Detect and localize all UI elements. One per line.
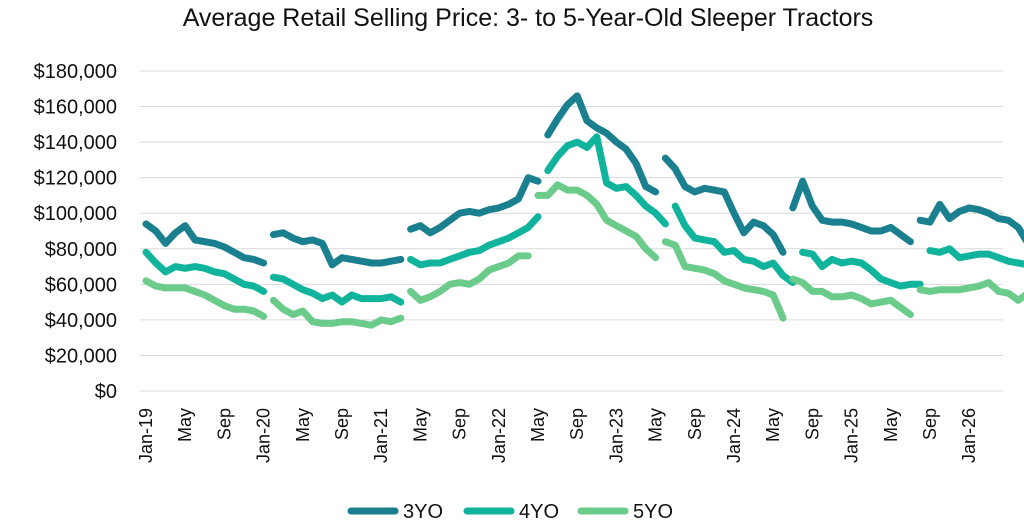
series-line-5YO [269, 296, 405, 329]
x-tick-label: May [763, 408, 783, 442]
legend-item-5YO: 5YO [577, 501, 673, 523]
series-line-4YO [926, 245, 1024, 268]
x-tick-label: Jan-25 [842, 408, 862, 463]
series-line-5YO [142, 277, 268, 320]
x-tick-label: Jan-19 [136, 408, 156, 463]
series-line-5YO [407, 252, 532, 304]
y-axis: $0 $20,000 $40,000 $60,000 $80,000 $100,000 $1… [34, 61, 117, 403]
x-tick-label: Jan-26 [959, 408, 979, 463]
series-line-3YO [142, 220, 268, 267]
series-line-4YO [142, 248, 268, 295]
legend: 3YO 4YO 5YO [347, 501, 673, 523]
series-line-3YO [269, 229, 405, 269]
series-4YO [142, 133, 1024, 306]
x-tick-label: May [293, 408, 313, 442]
x-tick-label: Jan-22 [489, 408, 509, 463]
series-line-5YO [916, 279, 1024, 304]
y-tick-label: $100,000 [34, 203, 117, 225]
series-line-4YO [799, 248, 924, 290]
series-line-4YO [269, 273, 405, 306]
series-line-3YO [544, 92, 660, 196]
legend-item-4YO: 4YO [463, 501, 559, 523]
legend-item-3YO: 3YO [347, 501, 443, 523]
y-tick-label: $80,000 [45, 239, 117, 261]
x-tick-label: Sep [214, 408, 234, 440]
legend-label: 4YO [519, 501, 559, 523]
x-tick-label: Jan-20 [254, 408, 274, 463]
y-tick-label: $120,000 [34, 168, 117, 190]
x-tick-label: Sep [685, 408, 705, 440]
chart-title: Average Retail Selling Price: 3- to 5-Ye… [183, 4, 874, 32]
y-tick-label: $40,000 [45, 310, 117, 332]
x-tick-label: Sep [567, 408, 587, 440]
x-tick-label: May [175, 408, 195, 442]
series-line-5YO [661, 238, 787, 322]
series-line-3YO [407, 174, 542, 237]
series-line-4YO [671, 202, 797, 287]
x-tick-label: Jan-24 [724, 408, 744, 463]
y-tick-label: $20,000 [45, 345, 117, 367]
x-tick-label: Sep [802, 408, 822, 440]
series-line-4YO [544, 133, 669, 228]
series-3YO [142, 92, 1024, 269]
x-tick-label: Jan-21 [371, 408, 391, 463]
x-tick-label: Sep [920, 408, 940, 440]
series-line-5YO [789, 275, 914, 319]
series-line-4YO [407, 213, 542, 269]
series-line-3YO [916, 200, 1024, 244]
legend-label: 5YO [633, 501, 673, 523]
gridlines [140, 70, 1003, 392]
x-axis: Jan-19 May Sep Jan-20 May Sep Jan-21 May Sep Jan-… [136, 408, 979, 463]
x-tick-label: Sep [332, 408, 352, 440]
y-tick-label: $60,000 [45, 274, 117, 296]
x-tick-label: May [410, 408, 430, 442]
legend-label: 3YO [403, 501, 443, 523]
series-5YO [142, 181, 1024, 329]
y-tick-label: $180,000 [34, 61, 117, 83]
series-lines [142, 92, 1024, 329]
y-tick-label: $160,000 [34, 97, 117, 119]
y-tick-label: $0 [95, 381, 117, 403]
series-line-5YO [534, 181, 660, 262]
y-tick-label: $140,000 [34, 132, 117, 154]
x-tick-label: May [881, 408, 901, 442]
series-line-3YO [661, 154, 787, 256]
x-tick-label: May [528, 408, 548, 442]
x-tick-label: Jan-23 [606, 408, 626, 463]
x-tick-label: Sep [450, 408, 470, 440]
x-tick-label: May [646, 408, 666, 442]
series-line-3YO [789, 177, 914, 246]
